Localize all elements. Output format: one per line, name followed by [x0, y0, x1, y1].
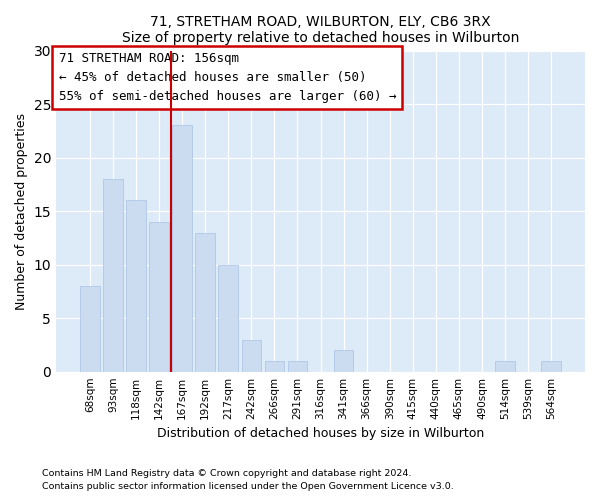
Text: Contains HM Land Registry data © Crown copyright and database right 2024.: Contains HM Land Registry data © Crown c…	[42, 469, 412, 478]
Bar	[541, 361, 561, 372]
Title: 71, STRETHAM ROAD, WILBURTON, ELY, CB6 3RX
Size of property relative to detached: 71, STRETHAM ROAD, WILBURTON, ELY, CB6 3…	[122, 15, 519, 45]
X-axis label: Distribution of detached houses by size in Wilburton: Distribution of detached houses by size …	[157, 427, 484, 440]
Bar	[218, 264, 238, 372]
Y-axis label: Number of detached properties: Number of detached properties	[15, 112, 28, 310]
Bar	[287, 361, 307, 372]
Bar	[196, 232, 215, 372]
Bar	[265, 361, 284, 372]
Bar	[495, 361, 515, 372]
Bar	[242, 340, 261, 372]
Bar	[80, 286, 100, 372]
Bar	[172, 126, 192, 372]
Text: Contains public sector information licensed under the Open Government Licence v3: Contains public sector information licen…	[42, 482, 454, 491]
Bar	[334, 350, 353, 372]
Bar	[103, 179, 123, 372]
Text: 71 STRETHAM ROAD: 156sqm
← 45% of detached houses are smaller (50)
55% of semi-d: 71 STRETHAM ROAD: 156sqm ← 45% of detach…	[59, 52, 396, 103]
Bar	[149, 222, 169, 372]
Bar	[126, 200, 146, 372]
